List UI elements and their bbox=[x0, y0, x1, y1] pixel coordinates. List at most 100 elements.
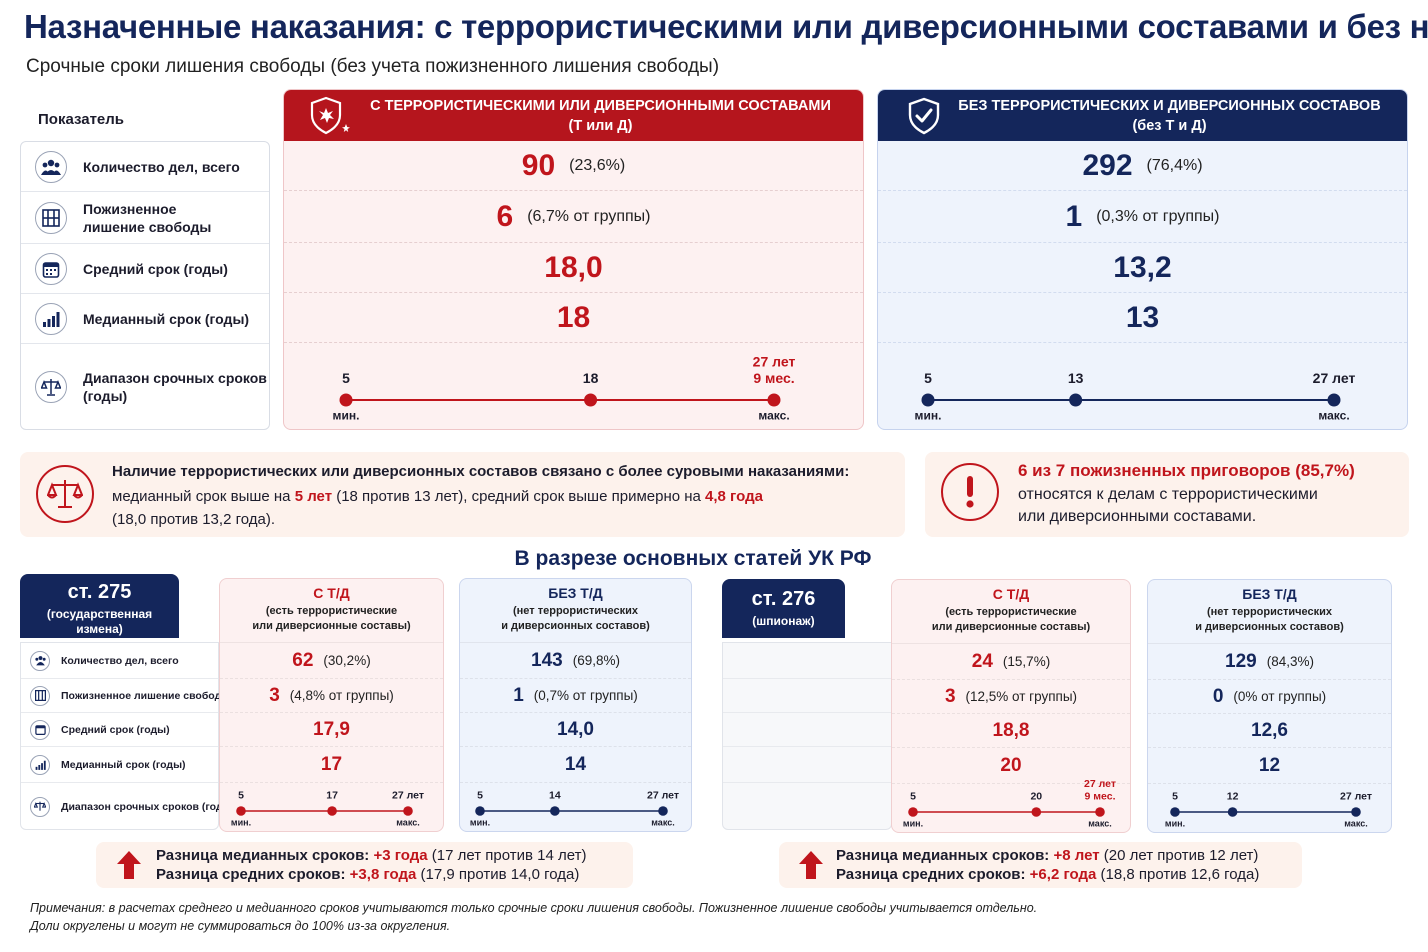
callout-text-line: медианный срок выше на 5 лет (18 против … bbox=[112, 488, 763, 505]
range-point-min bbox=[908, 807, 918, 817]
footnote-line: Доли округлены и могут не суммироваться … bbox=[30, 919, 451, 933]
value-row-mean: 18,8 bbox=[892, 714, 1130, 748]
range-min-label: 5 bbox=[238, 789, 244, 801]
range-scale: 5 17 27 лет мин. макс. bbox=[231, 789, 424, 828]
value-row-median: 17 bbox=[220, 747, 443, 783]
panel-header-text: БЕЗ ТЕРРОРИСТИЧЕСКИХ И ДИВЕРСИОННЫХ СОСТ… bbox=[958, 97, 1381, 134]
indicator-label: Количество дел, всего bbox=[83, 158, 240, 175]
people-icon bbox=[30, 650, 50, 671]
column-header: БЕЗ Т/Д (нет террористических и диверсио… bbox=[1148, 580, 1391, 644]
callout-heading: Наличие террористических или диверсионны… bbox=[112, 463, 850, 480]
range-point-median bbox=[1227, 807, 1238, 817]
article-275-tag: ст. 275 (государственная измена) bbox=[20, 574, 179, 638]
value-row-mean: 18,0 bbox=[284, 243, 863, 293]
range-max-caption: макс. bbox=[758, 409, 789, 423]
indicator-label: Средний срок (годы) bbox=[83, 260, 228, 277]
range-min-caption: мин. bbox=[903, 819, 923, 829]
range-min-label: 5 bbox=[1172, 790, 1178, 802]
panel-header-text: С ТЕРРОРИСТИЧЕСКИМИ ИЛИ ДИВЕРСИОННЫМИ СО… bbox=[370, 97, 831, 134]
value-row-cases: 143 (69,8%) bbox=[460, 643, 691, 679]
value-row-life: 1 (0,7% от группы) bbox=[460, 679, 691, 713]
column-header: С Т/Д (есть террористические или диверси… bbox=[220, 579, 443, 643]
life-share: (6,7% от группы) bbox=[527, 207, 651, 225]
value-row-median: 13 bbox=[878, 293, 1407, 343]
callout-text-line: или диверсионными составами. bbox=[1018, 508, 1257, 525]
mean-value: 18,0 bbox=[544, 250, 603, 284]
article-276-difference: Разница медианных сроков: +8 лет (20 лет… bbox=[779, 842, 1302, 888]
indicator-row-median: Медианный срок (годы) bbox=[21, 294, 269, 344]
article-275-notd-column: БЕЗ Т/Д (нет террористических и диверсио… bbox=[459, 578, 692, 832]
value-row-cases: 62 (30,2%) bbox=[220, 643, 443, 679]
article-276-spacer bbox=[722, 642, 892, 830]
range-max-label-2: 9 мес. bbox=[1085, 790, 1116, 802]
range-median-label: 14 bbox=[549, 789, 561, 801]
range-max-caption: макс. bbox=[651, 818, 674, 828]
value-row-mean: 14,0 bbox=[460, 713, 691, 747]
range-point-max bbox=[767, 393, 781, 407]
range-max-caption: макс. bbox=[396, 818, 419, 828]
range-point-median bbox=[550, 806, 560, 816]
small-indicator-row: Количество дел, всего bbox=[21, 643, 218, 679]
range-point-max bbox=[658, 806, 668, 816]
mean-difference-line: Разница средних сроков: +3,8 года (17,9 … bbox=[156, 866, 580, 883]
range-max-caption: макс. bbox=[1088, 819, 1111, 829]
range-min-caption: мин. bbox=[470, 818, 490, 828]
prison-bars-icon bbox=[30, 685, 50, 706]
value-row-median: 14 bbox=[460, 747, 691, 783]
panel-without-td: БЕЗ ТЕРРОРИСТИЧЕСКИХ И ДИВЕРСИОННЫХ СОСТ… bbox=[877, 89, 1408, 430]
range-min-caption: мин. bbox=[333, 409, 360, 423]
range-median-label: 12 bbox=[1227, 790, 1239, 802]
range-max-label: 27 лет bbox=[753, 353, 796, 369]
indicator-label: Пожизненное лишение свободы bbox=[83, 200, 212, 235]
value-row-mean: 12,6 bbox=[1148, 714, 1391, 748]
range-max-label: 27 лет bbox=[1084, 778, 1116, 790]
scales-icon bbox=[30, 796, 50, 817]
range-median-label: 18 bbox=[583, 370, 599, 386]
range-point-max bbox=[403, 806, 413, 816]
range-scale: 5 14 27 лет мин. макс. bbox=[470, 789, 679, 828]
indicator-row-mean: Средний срок (годы) bbox=[21, 244, 269, 294]
small-indicator-row: Пожизненное лишение свободы bbox=[21, 679, 230, 713]
range-min-label: 5 bbox=[342, 370, 350, 386]
small-indicator-row: Диапазон срочных сроков (годы) bbox=[21, 783, 235, 830]
cases-share: (76,4%) bbox=[1146, 156, 1203, 174]
article-276-tag: ст. 276 (шпионаж) bbox=[722, 579, 845, 638]
callout-life-sentences: 6 из 7 пожизненных приговоров (85,7%) от… bbox=[925, 452, 1409, 537]
scales-icon bbox=[35, 371, 67, 403]
range-max-caption: макс. bbox=[1318, 409, 1349, 423]
exclamation-icon bbox=[941, 463, 999, 521]
value-row-cases: 90 (23,6%) bbox=[284, 141, 863, 191]
value-row-cases: 292 (76,4%) bbox=[878, 141, 1407, 191]
range-point-min bbox=[236, 806, 246, 816]
panel-with-td: С ТЕРРОРИСТИЧЕСКИМИ ИЛИ ДИВЕРСИОННЫМИ СО… bbox=[283, 89, 864, 430]
callout-text-line: относятся к делам с террористическими bbox=[1018, 486, 1318, 503]
range-point-min bbox=[1170, 807, 1180, 817]
indicator-label: Медианный срок (годы) bbox=[83, 310, 250, 327]
value-row-median: 18 bbox=[284, 293, 863, 343]
range-point-median bbox=[584, 393, 598, 407]
panel-header: С ТЕРРОРИСТИЧЕСКИМИ ИЛИ ДИВЕРСИОННЫМИ СО… bbox=[284, 90, 863, 141]
calendar-icon bbox=[30, 719, 50, 740]
range-point-min bbox=[475, 806, 485, 816]
shield-explosion-icon bbox=[308, 94, 352, 138]
cases-value: 90 bbox=[521, 148, 556, 182]
value-row-life: 3 (4,8% от группы) bbox=[220, 679, 443, 713]
arrow-up-icon bbox=[798, 850, 824, 885]
page-subtitle: Срочные сроки лишения свободы (без учета… bbox=[26, 56, 720, 77]
page-title: Назначенные наказания: с террористически… bbox=[24, 8, 1428, 45]
range-min-caption: мин. bbox=[1165, 819, 1185, 829]
range-median-label: 20 bbox=[1030, 790, 1042, 802]
range-scale: 5 12 27 лет мин. макс. bbox=[1165, 790, 1372, 829]
life-share: (0,3% от группы) bbox=[1096, 207, 1220, 225]
panel-header: БЕЗ ТЕРРОРИСТИЧЕСКИХ И ДИВЕРСИОННЫХ СОСТ… bbox=[878, 90, 1407, 141]
range-max-label-2: 9 мес. bbox=[753, 370, 794, 386]
value-row-mean: 13,2 bbox=[878, 243, 1407, 293]
range-min-label: 5 bbox=[910, 790, 916, 802]
cases-value: 292 bbox=[1082, 148, 1133, 182]
life-value: 6 bbox=[496, 199, 514, 233]
value-row-median: 12 bbox=[1148, 748, 1391, 784]
indicator-row-cases: Количество дел, всего bbox=[21, 142, 269, 192]
range-max-label: 27 лет bbox=[1313, 370, 1356, 386]
